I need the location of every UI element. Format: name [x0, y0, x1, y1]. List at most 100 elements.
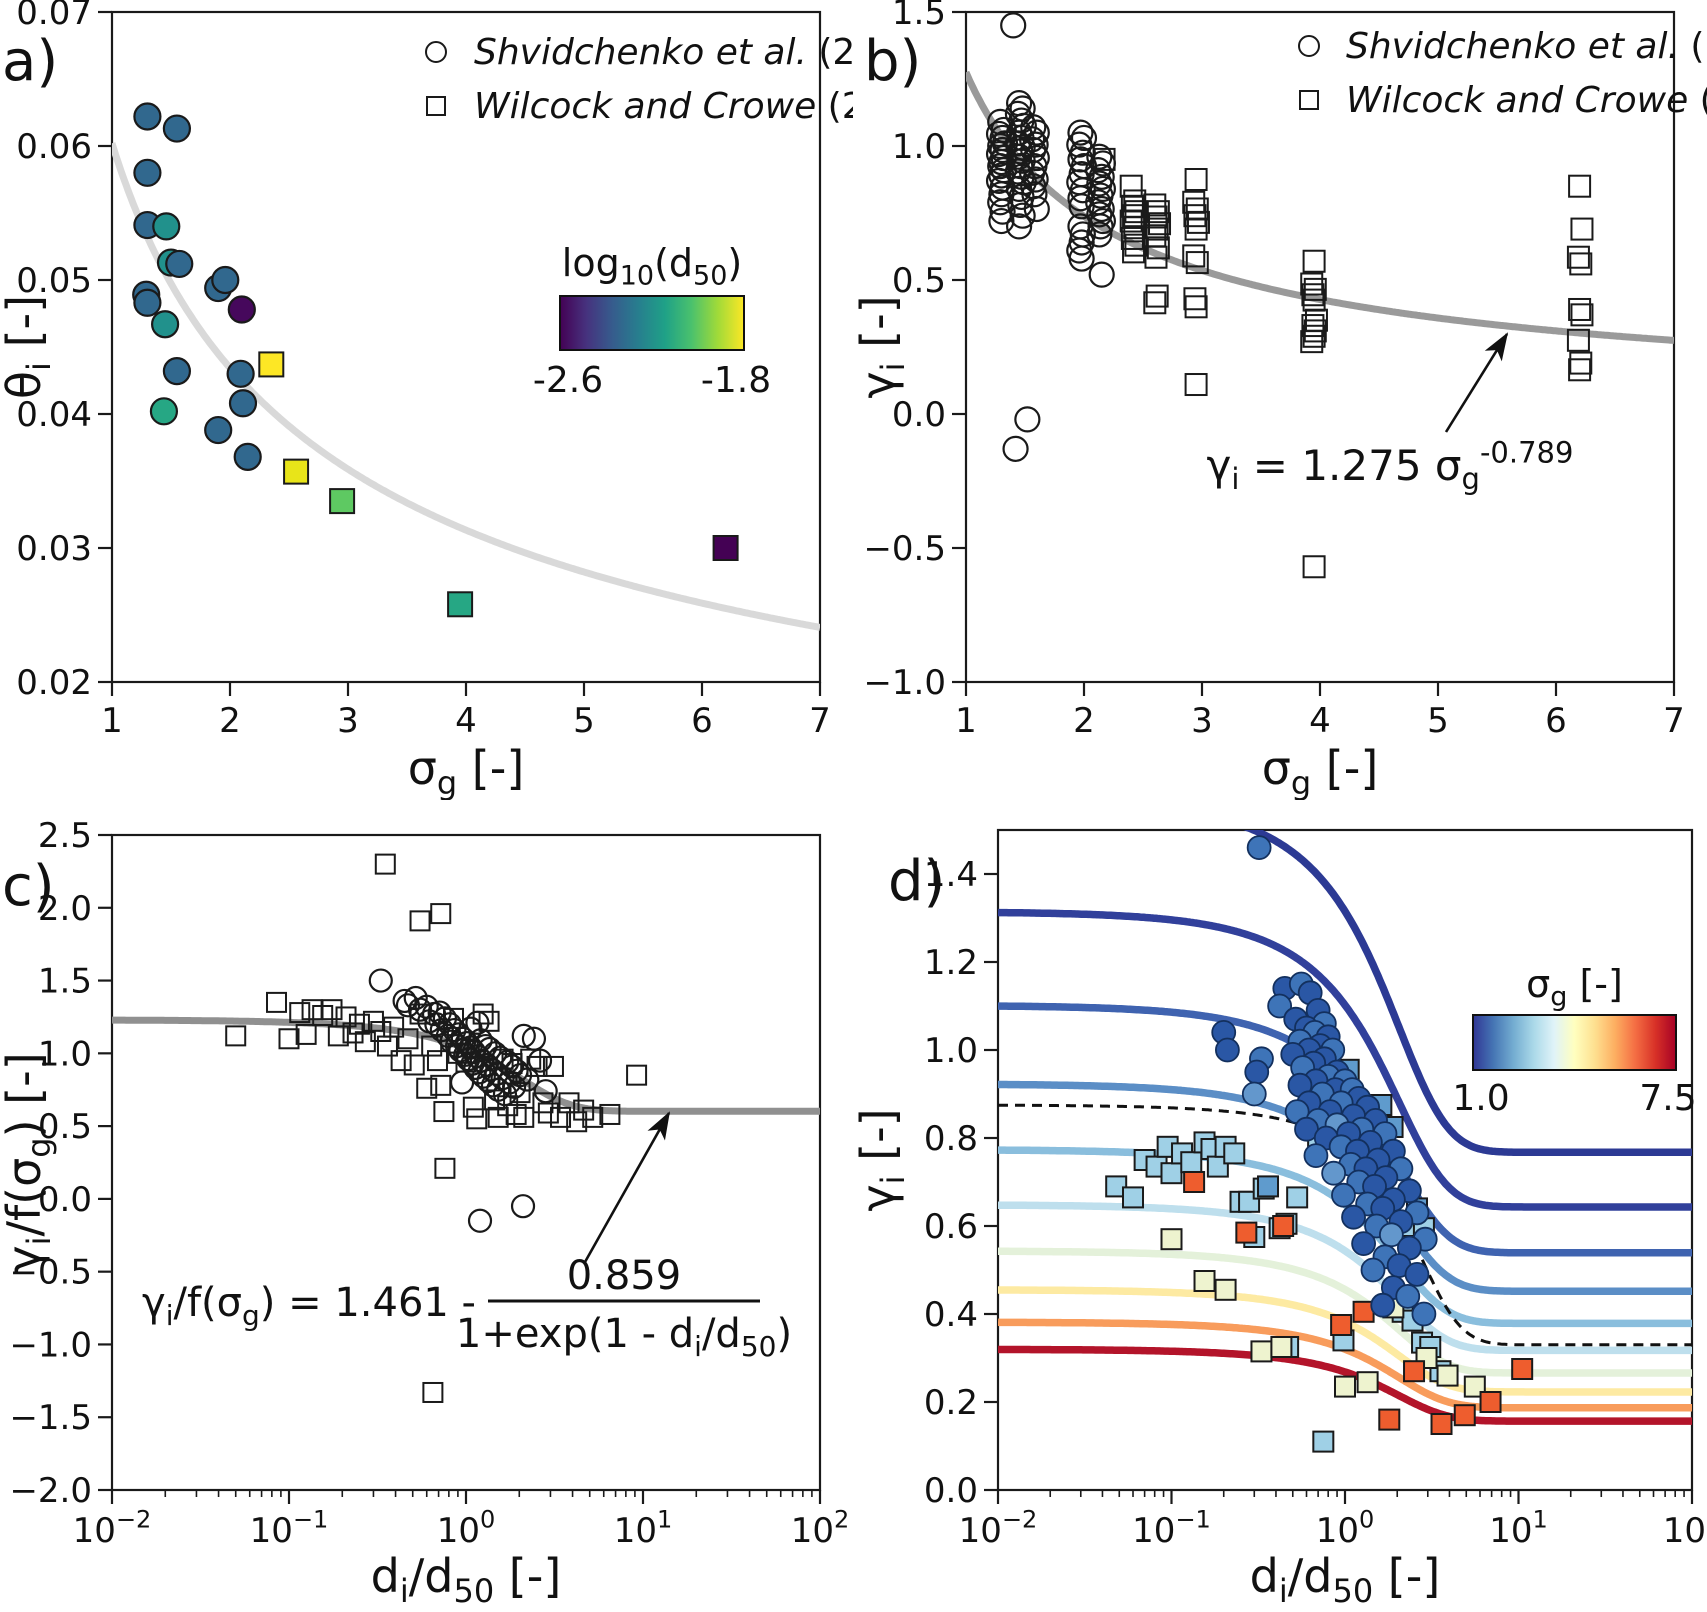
x-tick-label: 100: [437, 1506, 496, 1551]
data-point-circle: [492, 1081, 518, 1107]
data-point-square: [1122, 240, 1146, 264]
data-point-circle: [1067, 119, 1094, 146]
colorbar-gradient: [559, 295, 745, 351]
y-tick-label: 0.4: [924, 1295, 978, 1335]
data-point-square: [1257, 1175, 1280, 1198]
y-tick-label: −0.5: [863, 529, 946, 569]
data-point-circle: [1010, 112, 1037, 140]
data-point-circle: [1018, 126, 1046, 153]
data-point-square: [1235, 1221, 1258, 1244]
plot-frame: [110, 833, 822, 1492]
y-axis: −2.0 −1.5 −1.0 −0.5 0.0 0.5 1.0 1.5 2.0 2.5: [9, 816, 112, 1511]
data-point-square: [1570, 303, 1594, 327]
fit-equation-denominator: 1+exp(1 - di/d50): [456, 1311, 792, 1363]
y-tick-label: 1.0: [924, 1031, 978, 1071]
data-point-square: [329, 488, 356, 515]
colorbar-max-label: 7.5: [1639, 1078, 1696, 1119]
data-point-square: [295, 1023, 317, 1045]
data-point-circle: [227, 295, 256, 324]
data-point-square: [409, 910, 431, 932]
data-point-square: [537, 1102, 559, 1124]
data-point-circle: [1067, 185, 1094, 212]
data-point-circle: [1018, 159, 1046, 186]
x-tick-label: 4: [1309, 701, 1331, 741]
data-point-circle: [228, 389, 258, 418]
data-point-circle: [1404, 1261, 1430, 1287]
data-point-circle: [1395, 1283, 1421, 1309]
data-point-circle: [1020, 114, 1047, 141]
data-point-circle: [1009, 202, 1036, 229]
data-point-square: [1184, 373, 1208, 397]
data-point-circle: [1006, 213, 1033, 240]
data-point-circle: [521, 1026, 547, 1051]
data-point-circle: [1023, 195, 1050, 223]
data-point-square: [1403, 1360, 1426, 1383]
panel-letter: b): [864, 29, 921, 94]
data-point-square: [1312, 1430, 1335, 1453]
panel-letter: d): [888, 849, 945, 914]
data-point-circle: [510, 1194, 536, 1219]
data-point-circle: [527, 1048, 553, 1073]
data-point-square: [1511, 1358, 1534, 1380]
data-point-circle: [1321, 1160, 1347, 1186]
data-point-square: [1183, 1171, 1206, 1193]
data-point-square: [1330, 1314, 1353, 1336]
x-tick-label: 100: [1316, 1506, 1375, 1551]
data-point-circle: [1215, 1037, 1240, 1063]
y-axis-label: γi/f(σg) [-]: [0, 1052, 58, 1272]
data-point-circle: [1267, 993, 1293, 1019]
data-point-circle: [511, 1023, 536, 1048]
colorbar: σg [-] 1.0 7.5: [1452, 962, 1696, 1119]
y-axis: 0.02 0.03 0.04 0.05 0.06 0.07: [16, 0, 112, 703]
annotation-arrow: [583, 1111, 671, 1263]
x-tick-label: 2: [219, 701, 241, 741]
data-point-square: [1124, 233, 1148, 257]
panel-letter: a): [2, 29, 58, 94]
fit-equation-lhs: γi/f(σg) = 1.461 -: [142, 1280, 476, 1332]
data-point-square: [566, 1111, 588, 1133]
data-point-square: [1272, 1215, 1295, 1237]
y-tick-label: −1.5: [9, 1398, 92, 1438]
data-point-square: [434, 1157, 456, 1179]
data-point-square: [1568, 358, 1592, 382]
data-point-square: [426, 1050, 448, 1072]
y-tick-label: 0.0: [38, 1180, 92, 1220]
data-point-square: [1119, 209, 1143, 233]
fit-equation-text: γi = 1.275 σg-0.789: [1207, 435, 1574, 496]
data-point-square: [1144, 205, 1168, 229]
data-point-square: [1184, 217, 1208, 241]
y-tick-label: 2.5: [38, 816, 92, 856]
data-point-circle: [1000, 12, 1027, 39]
y-tick-label: 0.07: [16, 0, 92, 33]
y-tick-label: 1.0: [892, 127, 946, 167]
data-point-square: [542, 1055, 564, 1077]
data-point-circle: [987, 189, 1014, 216]
x-tick-label: 7: [1663, 701, 1685, 741]
data-point-circle: [1086, 221, 1113, 248]
data-point-circle: [392, 988, 417, 1014]
data-point-square: [466, 1108, 488, 1130]
x-axis: 10−2 10−1 100 101 102: [73, 1490, 850, 1551]
y-tick-label: 0.2: [924, 1383, 978, 1423]
data-point-square: [403, 1054, 425, 1076]
data-point-circle: [989, 136, 1016, 164]
legend-square-marker: [1299, 90, 1319, 110]
legend-label: Shvidchenko et al. (2001): [474, 32, 853, 73]
y-tick-label: 0.0: [924, 1471, 978, 1511]
y-tick-label: −1.0: [863, 663, 946, 703]
x-tick-label: 102: [791, 1506, 850, 1551]
y-tick-label: 0.5: [38, 1107, 92, 1147]
data-point-square: [1148, 212, 1172, 236]
data-point-square: [1143, 291, 1167, 315]
data-point-circle: [395, 993, 421, 1018]
data-point-circle: [149, 397, 179, 426]
data-point-square: [430, 1074, 452, 1096]
data-point-circle: [1370, 1292, 1396, 1318]
data-point-square: [416, 1077, 438, 1099]
data-point-square: [1566, 328, 1590, 352]
x-tick-label: 4: [455, 701, 477, 741]
data-point-circle: [162, 114, 191, 143]
y-axis: 0.0 0.2 0.4 0.6 0.8 1.0 1.2 1.4: [924, 855, 998, 1511]
data-point-circle: [1089, 150, 1116, 177]
